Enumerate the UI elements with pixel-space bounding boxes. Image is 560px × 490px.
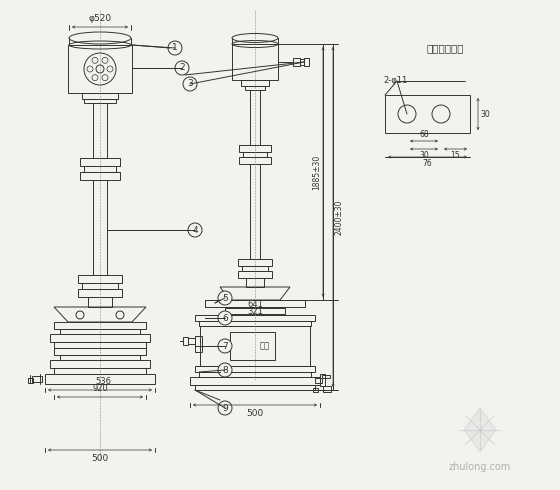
Text: 5: 5 — [222, 294, 228, 302]
Circle shape — [168, 41, 182, 55]
Bar — [195, 315, 315, 321]
Bar — [313, 388, 318, 392]
Bar — [78, 275, 122, 283]
Bar — [245, 86, 265, 90]
Bar — [28, 378, 33, 383]
Text: 2400±30: 2400±30 — [335, 199, 344, 235]
Polygon shape — [464, 408, 496, 452]
Bar — [82, 93, 118, 99]
Bar — [239, 157, 271, 164]
Text: 3: 3 — [187, 79, 193, 89]
Bar — [93, 180, 107, 275]
Text: 30: 30 — [480, 109, 490, 119]
Bar — [300, 59, 304, 65]
Bar — [84, 166, 116, 172]
Bar — [225, 308, 285, 314]
Bar — [195, 336, 202, 352]
Bar — [304, 58, 309, 66]
Bar — [54, 348, 146, 355]
Bar — [250, 90, 260, 145]
Circle shape — [175, 61, 189, 75]
Text: 536: 536 — [95, 377, 111, 386]
Circle shape — [218, 291, 232, 305]
Bar — [238, 259, 272, 266]
Text: 321: 321 — [247, 307, 263, 316]
Bar — [54, 342, 146, 348]
Bar — [84, 99, 116, 103]
Bar — [293, 58, 300, 66]
Bar — [232, 44, 278, 80]
Bar — [195, 366, 315, 372]
Text: 9: 9 — [222, 403, 228, 413]
Bar — [246, 278, 264, 287]
Bar — [68, 45, 132, 93]
Bar — [241, 80, 269, 86]
Text: 一次端子尺寸: 一次端子尺寸 — [426, 43, 464, 53]
Text: 2: 2 — [179, 64, 185, 73]
Circle shape — [218, 311, 232, 325]
Bar — [54, 322, 146, 329]
Text: 500: 500 — [91, 454, 109, 463]
Text: 4: 4 — [192, 225, 198, 235]
Bar — [188, 338, 195, 344]
Circle shape — [218, 363, 232, 377]
Text: 1: 1 — [172, 44, 178, 52]
Bar — [93, 103, 107, 158]
Bar — [60, 329, 140, 334]
Bar — [50, 334, 150, 342]
Bar — [385, 95, 470, 133]
Bar — [80, 158, 120, 166]
Text: 铭牌: 铭牌 — [260, 342, 270, 350]
Bar — [82, 283, 118, 289]
Bar — [32, 376, 42, 382]
Bar — [230, 332, 275, 360]
Bar — [205, 300, 305, 307]
Bar — [243, 152, 267, 157]
Bar — [183, 337, 188, 345]
Text: 641: 641 — [247, 299, 263, 309]
Text: 76: 76 — [422, 159, 432, 168]
Text: 1885±30: 1885±30 — [312, 154, 321, 190]
Bar — [50, 360, 150, 368]
Bar — [78, 289, 122, 297]
Text: 8: 8 — [222, 366, 228, 374]
Text: zhulong.com: zhulong.com — [449, 462, 511, 472]
Bar — [195, 385, 315, 390]
Bar — [320, 374, 325, 386]
Bar — [239, 145, 271, 152]
Bar — [190, 377, 320, 385]
Bar — [80, 172, 120, 180]
Bar — [54, 368, 146, 374]
Bar — [315, 378, 322, 383]
Bar — [323, 386, 331, 392]
Bar — [200, 326, 310, 366]
Bar — [45, 374, 155, 384]
Bar — [242, 266, 268, 271]
Text: 920: 920 — [92, 384, 108, 393]
Bar — [250, 164, 260, 259]
Text: 6: 6 — [222, 314, 228, 322]
Circle shape — [218, 401, 232, 415]
Circle shape — [183, 77, 197, 91]
Text: 68: 68 — [419, 130, 429, 139]
Text: 2-φ11: 2-φ11 — [383, 76, 407, 85]
Text: 7: 7 — [222, 342, 228, 350]
Bar — [322, 375, 330, 378]
Circle shape — [188, 223, 202, 237]
Text: 30: 30 — [419, 151, 429, 160]
Circle shape — [218, 339, 232, 353]
Bar — [60, 355, 140, 360]
Text: 500: 500 — [246, 409, 264, 418]
Text: φ520: φ520 — [88, 14, 111, 23]
Bar — [88, 297, 112, 307]
Bar — [199, 372, 311, 377]
Bar — [199, 321, 311, 326]
Bar — [238, 271, 272, 278]
Text: 15: 15 — [450, 151, 460, 160]
